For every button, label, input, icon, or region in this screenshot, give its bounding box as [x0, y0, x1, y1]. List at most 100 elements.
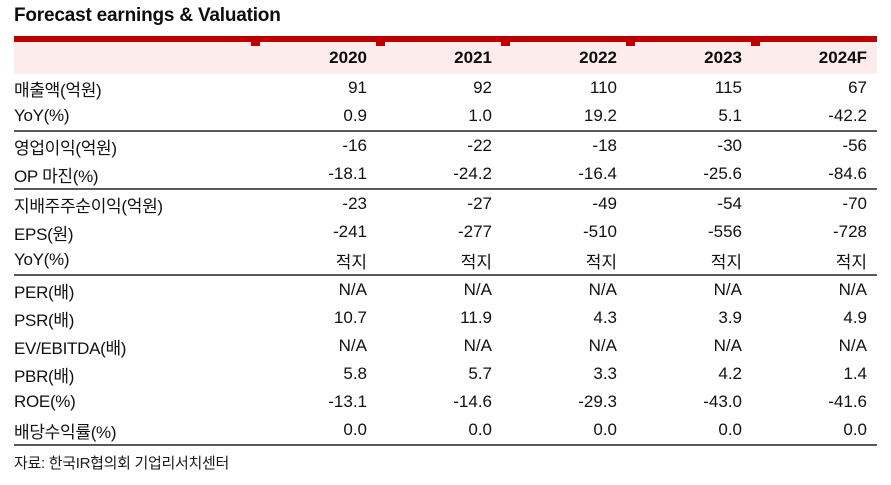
cell-2022: 110: [589, 78, 617, 97]
table-row: YoY(%) 0.9 1.0 19.2 5.1 -42.2: [14, 102, 877, 132]
column-tick: [501, 42, 510, 46]
cell-2023: -30: [717, 136, 742, 155]
cell-2020: N/A: [338, 336, 367, 355]
cell-2020: -13.1: [328, 392, 367, 411]
cell-2020: 91: [348, 78, 367, 97]
cell-2022: N/A: [588, 336, 617, 355]
cell-2024f: -70: [842, 194, 867, 213]
cell-2022: -16.4: [502, 160, 627, 190]
cell-2024f: -41.6: [828, 392, 867, 411]
cell-2020: -23: [342, 194, 367, 213]
row-label: 배당수익률(%): [14, 416, 252, 446]
cell-2023: -25.6: [627, 160, 752, 190]
column-tick: [376, 42, 385, 46]
cell-2024f: 적지: [752, 246, 877, 276]
table-row: PSR(배) 10.7 11.9 4.3 3.9 4.9: [14, 304, 877, 332]
table-row: 지배주주순이익(억원) -23 -27 -49 -54 -70: [14, 189, 877, 218]
header-year-2023: 2023: [627, 42, 752, 74]
header-row: 2020 2021 2022 2023 2024F: [14, 42, 877, 74]
cell-2021: -27: [467, 194, 492, 213]
cell-2022: 19.2: [502, 102, 627, 132]
table-row: PBR(배) 5.8 5.7 3.3 4.2 1.4: [14, 360, 877, 388]
column-tick: [251, 42, 260, 46]
table-row: EV/EBITDA(배) N/A N/A N/A N/A N/A: [14, 332, 877, 360]
source-note: 자료: 한국IR협의회 기업리서치센터: [14, 455, 230, 472]
cell-2020: N/A: [338, 280, 367, 299]
cell-2021: -277: [457, 222, 492, 241]
cell-2021: -24.2: [377, 160, 502, 190]
cell-2021: 1.0: [377, 102, 502, 132]
cell-2024f: N/A: [838, 336, 867, 355]
cell-2023: 적지: [627, 246, 752, 276]
page-title: Forecast earnings & Valuation: [14, 5, 281, 26]
cell-2020: -241: [332, 222, 367, 241]
row-label: 매출액(억원): [14, 80, 102, 100]
cell-2021: N/A: [463, 336, 492, 355]
table-row: EPS(원) -241 -277 -510 -556 -728: [14, 218, 877, 246]
report-table-page: Forecast earnings & Valuation 2020 2021 …: [14, 5, 877, 472]
cell-2022: 0.0: [502, 416, 627, 446]
row-label: PSR(배): [14, 310, 75, 330]
cell-2020: -18.1: [252, 160, 377, 190]
cell-2023: 115: [714, 78, 742, 97]
row-label: 지배주주순이익(억원): [14, 196, 163, 216]
cell-2023: -556: [707, 222, 742, 241]
row-label: OP 마진(%): [14, 160, 252, 190]
cell-2024f: 1.4: [843, 364, 867, 383]
cell-2023: -54: [717, 194, 742, 213]
cell-2020: 0.0: [252, 416, 377, 446]
cell-2022: -18: [592, 136, 617, 155]
table-row: OP 마진(%) -18.1 -24.2 -16.4 -25.6 -84.6: [14, 160, 877, 190]
header-year-2021: 2021: [377, 42, 502, 74]
cell-2022: N/A: [588, 280, 617, 299]
row-label: EPS(원): [14, 224, 74, 244]
header-year-2024f: 2024F: [752, 42, 877, 74]
cell-2021: 적지: [377, 246, 502, 276]
cell-2022: 적지: [502, 246, 627, 276]
cell-2024f: 67: [848, 78, 867, 97]
cell-2022: -510: [582, 222, 617, 241]
cell-2022: 3.3: [593, 364, 617, 383]
table-header: 2020 2021 2022 2023 2024F: [14, 42, 877, 74]
table-row: 영업이익(억원) -16 -22 -18 -30 -56: [14, 131, 877, 160]
cell-2021: N/A: [463, 280, 492, 299]
header-year-2022: 2022: [502, 42, 627, 74]
table-row: 매출액(억원) 91 92 110 115 67: [14, 74, 877, 102]
cell-2024f: 0.0: [752, 416, 877, 446]
cell-2021: 92: [473, 78, 492, 97]
row-label: PBR(배): [14, 366, 75, 386]
row-label: YoY(%): [14, 246, 252, 276]
column-tick: [626, 42, 635, 46]
row-label: EV/EBITDA(배): [14, 338, 127, 358]
row-label: 영업이익(억원): [14, 138, 117, 158]
cell-2023: 0.0: [627, 416, 752, 446]
table-row: YoY(%) 적지 적지 적지 적지 적지: [14, 246, 877, 276]
cell-2024f: N/A: [838, 280, 867, 299]
cell-2023: -43.0: [703, 392, 742, 411]
cell-2024f: -56: [842, 136, 867, 155]
row-label: ROE(%): [14, 392, 76, 411]
row-label: PER(배): [14, 282, 75, 302]
cell-2022: -49: [592, 194, 617, 213]
cell-2024f: -84.6: [752, 160, 877, 190]
table-top-rule: [14, 36, 877, 46]
table-body: 매출액(억원) 91 92 110 115 67 YoY(%) 0.9 1.0 …: [14, 74, 877, 446]
row-label: YoY(%): [14, 102, 252, 132]
cell-2023: N/A: [713, 280, 742, 299]
cell-2020: 적지: [252, 246, 377, 276]
cell-2021: 0.0: [377, 416, 502, 446]
cell-2020: 0.9: [252, 102, 377, 132]
cell-2024f: -42.2: [752, 102, 877, 132]
cell-2020: -16: [342, 136, 367, 155]
cell-2021: -22: [467, 136, 492, 155]
header-year-2020: 2020: [252, 42, 377, 74]
cell-2021: -14.6: [453, 392, 492, 411]
table-row: PER(배) N/A N/A N/A N/A N/A: [14, 275, 877, 304]
cell-2021: 11.9: [460, 308, 492, 327]
table-row: ROE(%) -13.1 -14.6 -29.3 -43.0 -41.6: [14, 388, 877, 416]
cell-2020: 5.8: [343, 364, 367, 383]
column-tick: [751, 42, 760, 46]
cell-2023: N/A: [713, 336, 742, 355]
cell-2024f: 4.9: [843, 308, 867, 327]
cell-2021: 5.7: [468, 364, 492, 383]
